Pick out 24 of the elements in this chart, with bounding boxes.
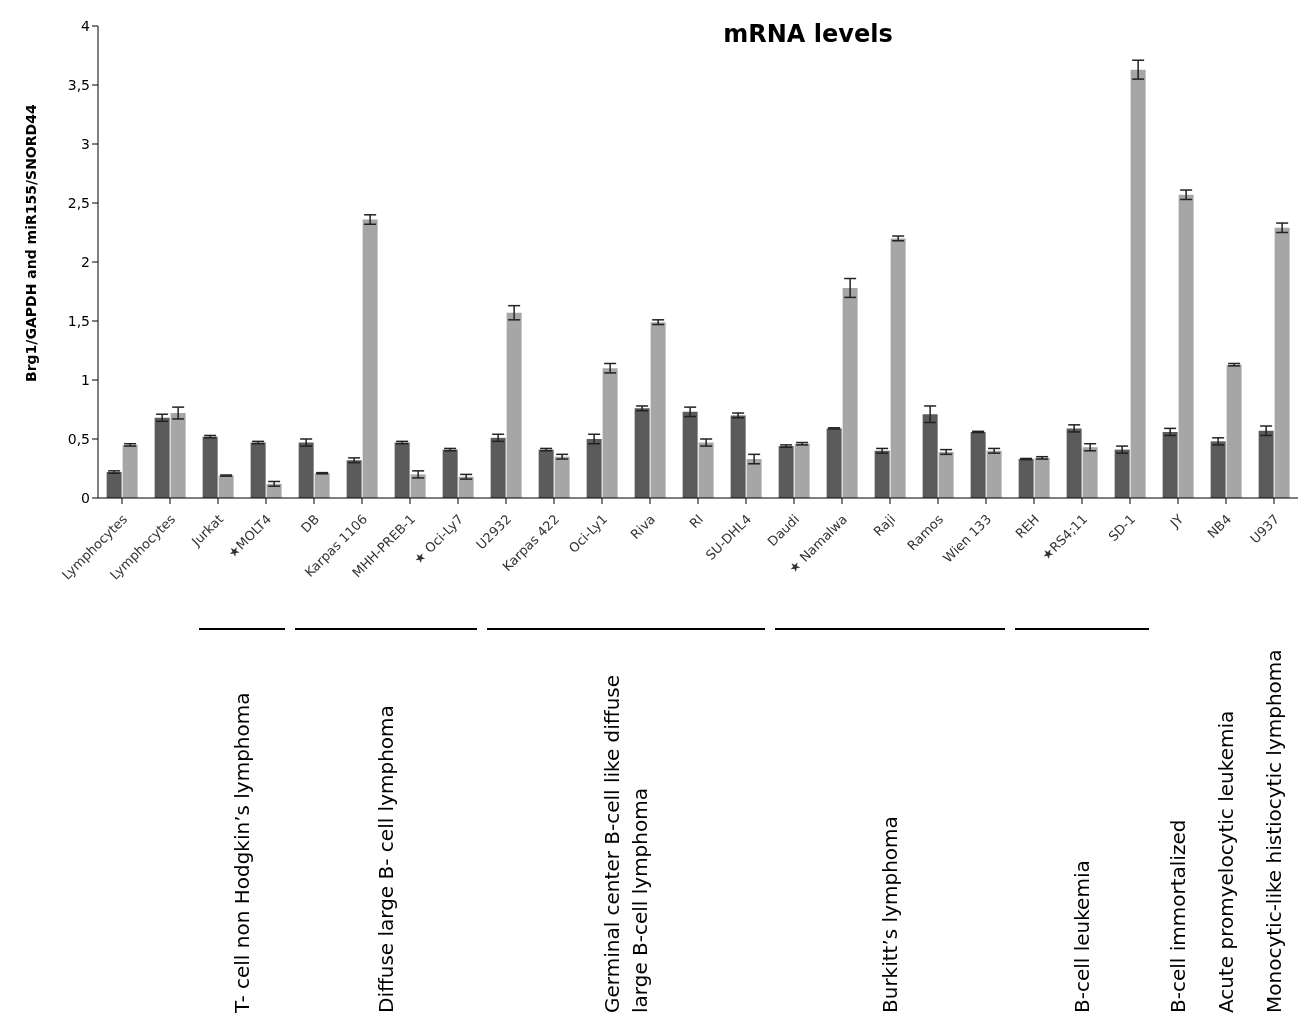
x-tick-label: Raji [870,511,899,540]
text: Germinal center B-cell like diffuse large B-cell lymphoma [599,673,653,1013]
y-tick-label: 3,5 [67,76,90,93]
x-tick-label: Riva [627,511,659,543]
y-tick-label: 4 [81,17,91,34]
text: Diffuse large B- cell lymphoma [373,704,399,1013]
text: Monocytic-like histiocytic lymphoma [1261,648,1287,1013]
chart-title: mRNA levels [722,20,894,48]
text: B-cell leukemia [1069,859,1095,1013]
y-tick-label: 0,5 [67,430,90,447]
y-tick-label: 1,5 [67,312,90,329]
y-axis-title: Brg1/GAPDH and miR155/SNORD44 [22,104,39,382]
text: T- cell non Hodgkin’s lymphoma [229,691,255,1013]
y-tick-label: 2,5 [67,194,90,211]
x-tick-label: RI [686,511,707,532]
text: Acute promyelocytic leukemia [1213,709,1239,1013]
y-tick-label: 1 [81,371,90,388]
x-tick-label: DB [298,511,323,536]
y-tick-label: 3 [81,135,90,152]
text: Burkitt’s lymphoma [877,815,903,1013]
y-tick-label: 0 [81,489,90,506]
y-tick-label: 2 [81,253,90,270]
x-tick-label: JY [1166,511,1187,532]
text: B-cell immortalized [1165,818,1191,1013]
